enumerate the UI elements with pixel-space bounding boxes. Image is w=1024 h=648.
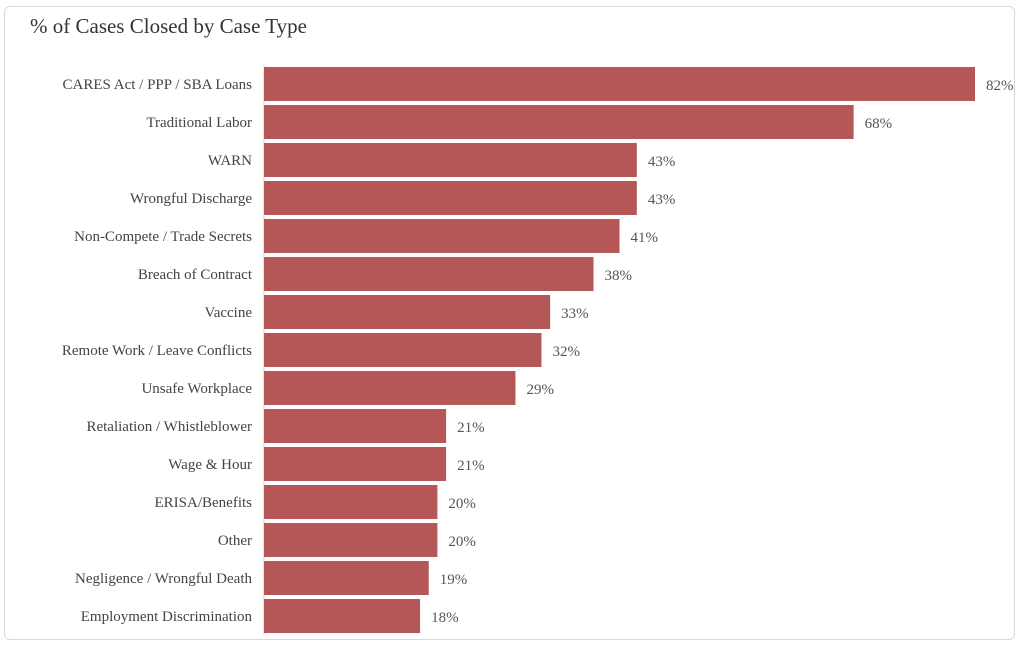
bar (264, 67, 975, 101)
value-label: 19% (440, 572, 468, 588)
bar (264, 409, 447, 443)
bar (264, 219, 620, 253)
bar (264, 181, 637, 215)
category-label: Other (218, 533, 252, 549)
category-label: Employment Discrimination (81, 609, 253, 625)
category-label: ERISA/Benefits (155, 495, 253, 511)
value-label: 21% (457, 420, 485, 436)
value-label: 41% (631, 230, 659, 246)
category-label: Non-Compete / Trade Secrets (74, 229, 252, 245)
bar (264, 523, 438, 557)
value-label: 82% (986, 78, 1014, 94)
category-label: WARN (208, 153, 252, 169)
category-label: Breach of Contract (138, 267, 253, 283)
category-label: Retaliation / Whistleblower (86, 419, 252, 435)
bar (264, 143, 637, 177)
bar (264, 333, 542, 367)
value-label: 20% (448, 534, 476, 550)
value-label: 20% (448, 496, 476, 512)
category-label: Negligence / Wrongful Death (75, 571, 252, 587)
bar (264, 485, 438, 519)
bar (264, 295, 551, 329)
category-label: Wage & Hour (168, 457, 252, 473)
value-label: 32% (552, 344, 580, 360)
bar (264, 257, 594, 291)
category-label: Traditional Labor (146, 115, 252, 131)
value-label: 43% (648, 192, 676, 208)
value-label: 29% (526, 382, 554, 398)
bar (264, 371, 516, 405)
bar (264, 561, 429, 595)
value-label: 68% (865, 116, 893, 132)
category-label: Vaccine (205, 305, 253, 321)
value-label: 43% (648, 154, 676, 170)
value-label: 21% (457, 458, 485, 474)
category-label: CARES Act / PPP / SBA Loans (63, 77, 253, 93)
category-label: Wrongful Discharge (130, 191, 252, 207)
value-label: 38% (604, 268, 632, 284)
bar (264, 105, 854, 139)
category-label: Remote Work / Leave Conflicts (62, 343, 252, 359)
bar (264, 447, 447, 481)
value-label: 33% (561, 306, 589, 322)
chart-title: % of Cases Closed by Case Type (30, 14, 307, 38)
category-label: Unsafe Workplace (141, 381, 252, 397)
bar (264, 599, 421, 633)
value-label: 18% (431, 610, 459, 626)
